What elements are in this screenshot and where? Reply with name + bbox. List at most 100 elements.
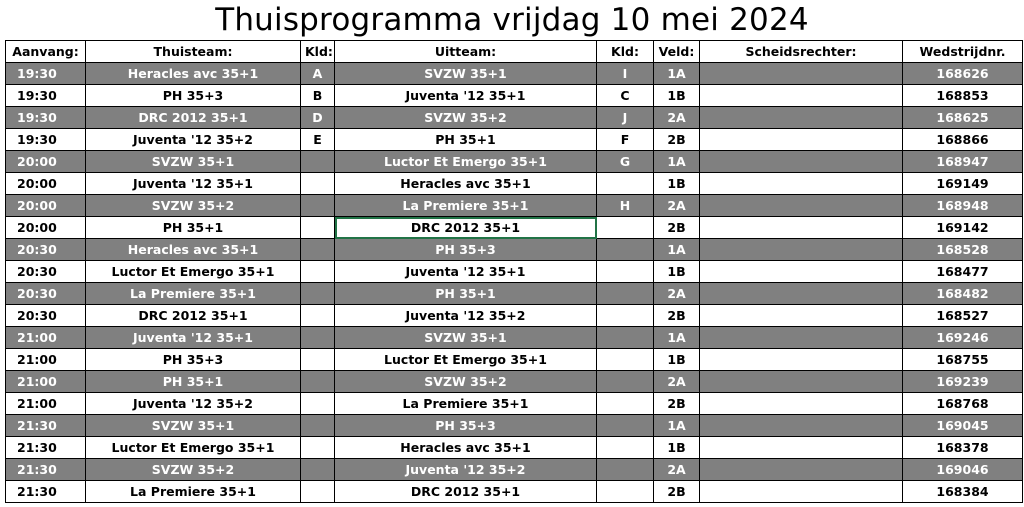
- cell-away-team[interactable]: DRC 2012 35+1: [334, 480, 597, 503]
- header-wedstrijdnr[interactable]: Wedstrijdnr.: [902, 40, 1023, 63]
- cell-kld-away[interactable]: [596, 282, 654, 305]
- cell-kld-away[interactable]: I: [596, 62, 654, 85]
- cell-veld[interactable]: 1A: [653, 62, 700, 85]
- cell-match-number[interactable]: 168948: [902, 194, 1023, 217]
- cell-home-team[interactable]: Juventa '12 35+2: [85, 128, 301, 151]
- cell-kld-away[interactable]: [596, 172, 654, 195]
- cell-home-team[interactable]: Juventa '12 35+1: [85, 326, 301, 349]
- cell-away-team[interactable]: Luctor Et Emergo 35+1: [334, 348, 597, 371]
- cell-time[interactable]: 20:00: [5, 172, 86, 195]
- cell-referee[interactable]: [699, 282, 903, 305]
- cell-referee[interactable]: [699, 304, 903, 327]
- cell-home-team[interactable]: SVZW 35+1: [85, 150, 301, 173]
- cell-kld-home[interactable]: E: [300, 128, 335, 151]
- cell-away-team[interactable]: PH 35+3: [334, 414, 597, 437]
- cell-time[interactable]: 20:00: [5, 150, 86, 173]
- cell-away-team[interactable]: Juventa '12 35+2: [334, 304, 597, 327]
- cell-referee[interactable]: [699, 458, 903, 481]
- cell-match-number[interactable]: 169142: [902, 216, 1023, 239]
- cell-home-team[interactable]: Juventa '12 35+2: [85, 392, 301, 415]
- cell-away-team[interactable]: La Premiere 35+1: [334, 194, 597, 217]
- cell-kld-away[interactable]: [596, 458, 654, 481]
- cell-veld[interactable]: 1A: [653, 326, 700, 349]
- cell-referee[interactable]: [699, 62, 903, 85]
- cell-veld[interactable]: 1B: [653, 172, 700, 195]
- cell-time[interactable]: 19:30: [5, 62, 86, 85]
- cell-veld[interactable]: 1B: [653, 436, 700, 459]
- cell-referee[interactable]: [699, 436, 903, 459]
- cell-match-number[interactable]: 168477: [902, 260, 1023, 283]
- cell-kld-home[interactable]: [300, 370, 335, 393]
- cell-veld[interactable]: 1B: [653, 348, 700, 371]
- cell-match-number[interactable]: 168768: [902, 392, 1023, 415]
- cell-away-team[interactable]: Heracles avc 35+1: [334, 172, 597, 195]
- cell-home-team[interactable]: PH 35+3: [85, 84, 301, 107]
- cell-away-team[interactable]: Juventa '12 35+2: [334, 458, 597, 481]
- cell-time[interactable]: 21:00: [5, 326, 86, 349]
- cell-referee[interactable]: [699, 480, 903, 503]
- cell-home-team[interactable]: PH 35+1: [85, 216, 301, 239]
- cell-home-team[interactable]: DRC 2012 35+1: [85, 304, 301, 327]
- cell-away-team[interactable]: SVZW 35+1: [334, 326, 597, 349]
- cell-away-team[interactable]: PH 35+1: [334, 128, 597, 151]
- cell-kld-away[interactable]: [596, 480, 654, 503]
- cell-kld-away[interactable]: J: [596, 106, 654, 129]
- cell-away-team[interactable]: La Premiere 35+1: [334, 392, 597, 415]
- cell-match-number[interactable]: 168527: [902, 304, 1023, 327]
- cell-away-team[interactable]: Juventa '12 35+1: [334, 84, 597, 107]
- cell-veld[interactable]: 2A: [653, 370, 700, 393]
- cell-match-number[interactable]: 169149: [902, 172, 1023, 195]
- cell-home-team[interactable]: Juventa '12 35+1: [85, 172, 301, 195]
- cell-away-team[interactable]: SVZW 35+1: [334, 62, 597, 85]
- cell-match-number[interactable]: 168755: [902, 348, 1023, 371]
- cell-referee[interactable]: [699, 128, 903, 151]
- cell-veld[interactable]: 1B: [653, 260, 700, 283]
- cell-referee[interactable]: [699, 172, 903, 195]
- cell-match-number[interactable]: 168482: [902, 282, 1023, 305]
- cell-kld-away[interactable]: [596, 414, 654, 437]
- cell-kld-away[interactable]: G: [596, 150, 654, 173]
- header-kld-home[interactable]: Kld:: [300, 40, 335, 63]
- cell-kld-home[interactable]: [300, 436, 335, 459]
- cell-home-team[interactable]: DRC 2012 35+1: [85, 106, 301, 129]
- cell-home-team[interactable]: La Premiere 35+1: [85, 282, 301, 305]
- cell-kld-away[interactable]: C: [596, 84, 654, 107]
- cell-kld-home[interactable]: [300, 260, 335, 283]
- cell-kld-home[interactable]: [300, 304, 335, 327]
- cell-time[interactable]: 19:30: [5, 128, 86, 151]
- cell-time[interactable]: 20:00: [5, 194, 86, 217]
- cell-referee[interactable]: [699, 84, 903, 107]
- cell-away-team[interactable]: PH 35+1: [334, 282, 597, 305]
- cell-match-number[interactable]: 169246: [902, 326, 1023, 349]
- cell-home-team[interactable]: SVZW 35+2: [85, 458, 301, 481]
- cell-veld[interactable]: 1A: [653, 414, 700, 437]
- cell-kld-home[interactable]: A: [300, 62, 335, 85]
- cell-home-team[interactable]: Heracles avc 35+1: [85, 238, 301, 261]
- cell-time[interactable]: 21:00: [5, 392, 86, 415]
- cell-kld-home[interactable]: [300, 392, 335, 415]
- cell-match-number[interactable]: 168947: [902, 150, 1023, 173]
- cell-time[interactable]: 21:00: [5, 348, 86, 371]
- cell-veld[interactable]: 1A: [653, 238, 700, 261]
- cell-away-team[interactable]: Heracles avc 35+1: [334, 436, 597, 459]
- cell-referee[interactable]: [699, 370, 903, 393]
- cell-kld-away[interactable]: [596, 260, 654, 283]
- cell-time[interactable]: 21:30: [5, 480, 86, 503]
- cell-match-number[interactable]: 168853: [902, 84, 1023, 107]
- cell-kld-home[interactable]: [300, 458, 335, 481]
- cell-home-team[interactable]: PH 35+3: [85, 348, 301, 371]
- header-thuisteam[interactable]: Thuisteam:: [85, 40, 301, 63]
- cell-time[interactable]: 19:30: [5, 106, 86, 129]
- cell-home-team[interactable]: Luctor Et Emergo 35+1: [85, 436, 301, 459]
- cell-match-number[interactable]: 169045: [902, 414, 1023, 437]
- cell-match-number[interactable]: 168626: [902, 62, 1023, 85]
- cell-time[interactable]: 20:30: [5, 260, 86, 283]
- cell-veld[interactable]: 2B: [653, 480, 700, 503]
- cell-time[interactable]: 21:30: [5, 436, 86, 459]
- cell-kld-away[interactable]: [596, 326, 654, 349]
- cell-kld-home[interactable]: B: [300, 84, 335, 107]
- cell-referee[interactable]: [699, 260, 903, 283]
- cell-veld[interactable]: 2A: [653, 194, 700, 217]
- cell-referee[interactable]: [699, 150, 903, 173]
- cell-kld-home[interactable]: [300, 414, 335, 437]
